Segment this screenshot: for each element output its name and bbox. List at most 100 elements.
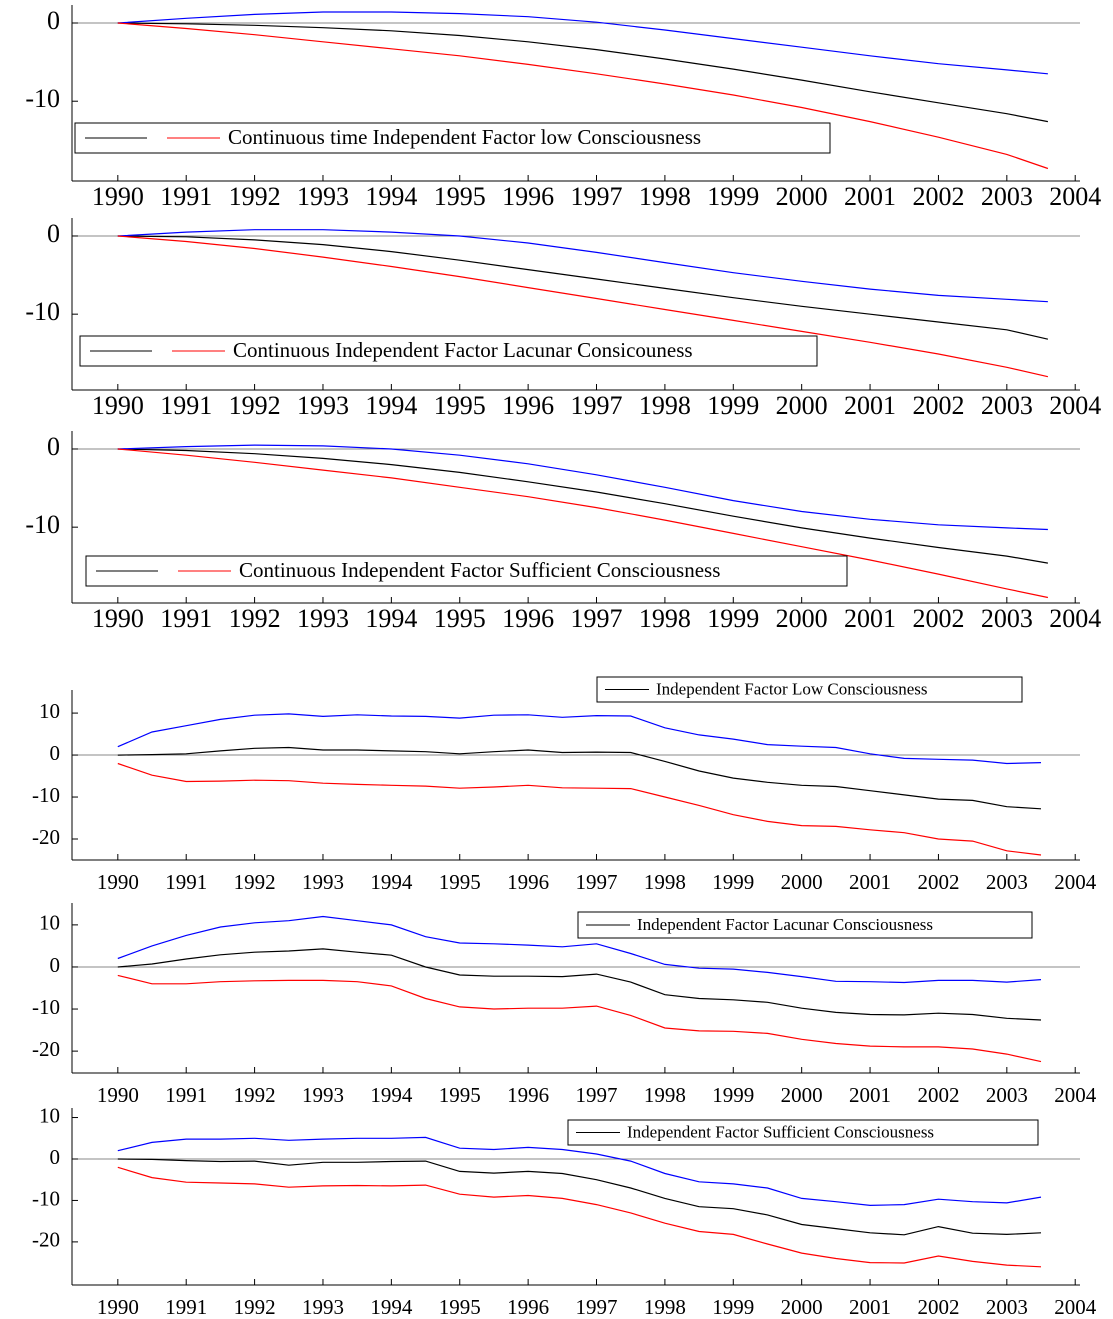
legend: Continuous time Independent Factor low C… (74, 122, 831, 154)
x-tick-label: 1991 (160, 182, 212, 211)
x-tick-label: 1990 (97, 870, 139, 894)
legend: Independent Factor Lacunar Consciousness (577, 911, 1033, 939)
legend-label: Continuous Independent Factor Sufficient… (239, 558, 720, 582)
x-tick-label: 1996 (502, 391, 554, 420)
x-tick-label: 2001 (849, 870, 891, 894)
x-tick-label: 2002 (917, 1083, 959, 1107)
x-tick-label: 1992 (234, 1083, 276, 1107)
x-tick-label: 2004 (1049, 604, 1101, 633)
series-line (117, 235, 1049, 378)
x-tick-label: 1995 (434, 391, 486, 420)
series-line (117, 746, 1042, 810)
x-tick-label: 2001 (844, 604, 896, 633)
x-tick-label: 1996 (502, 604, 554, 633)
x-tick-label: 1997 (576, 1295, 618, 1319)
panel: -10 0 1990 1991 1992 1993 1994 1995 1996 1997 1998… (25, 218, 1101, 420)
x-tick-label: 1991 (160, 391, 212, 420)
y-tick-label: -20 (32, 825, 60, 849)
legend-box (596, 676, 1023, 703)
x-tick-label: 2004 (1054, 1295, 1097, 1319)
x-tick-label: 2001 (849, 1295, 891, 1319)
x-tick-label: 1995 (434, 604, 486, 633)
series-line (117, 948, 1042, 1021)
x-tick-label: 2004 (1054, 1083, 1097, 1107)
x-tick-label: 1993 (302, 1295, 344, 1319)
x-tick-label: 1993 (297, 391, 349, 420)
x-tick-label: 2001 (844, 391, 896, 420)
x-tick-label: 1995 (434, 182, 486, 211)
y-tick-label: -10 (32, 995, 60, 1019)
series-line (117, 448, 1049, 599)
legend-label: Independent Factor Sufficient Consciousn… (627, 1122, 934, 1141)
x-tick-label: 2002 (912, 604, 964, 633)
y-tick-label: 10 (39, 699, 60, 723)
x-tick-label: 1997 (571, 604, 623, 633)
series-line (117, 762, 1042, 856)
y-tick-label: -10 (25, 84, 60, 113)
x-tick-label: 1994 (365, 182, 417, 211)
x-tick-label: 1994 (365, 391, 417, 420)
x-tick-label: 1997 (576, 870, 618, 894)
x-tick-label: 2000 (776, 182, 828, 211)
y-tick-label: -20 (32, 1228, 60, 1252)
x-tick-label: 1991 (165, 870, 207, 894)
series-line (117, 1136, 1042, 1207)
x-tick-label: 2000 (776, 604, 828, 633)
x-tick-label: 1995 (439, 1295, 481, 1319)
legend: Continuous Independent Factor Sufficient… (85, 555, 848, 587)
x-tick-label: 2003 (981, 182, 1033, 211)
legend-label: Independent Factor Lacunar Consciousness (637, 915, 933, 934)
panel: -20 -10 0 10 1990 1991 1992 1993 1994 1995 1996 199… (32, 1103, 1097, 1318)
x-tick-label: 2004 (1049, 182, 1101, 211)
x-tick-label: 2002 (912, 182, 964, 211)
x-tick-label: 1995 (439, 1083, 481, 1107)
y-tick-label: -10 (25, 510, 60, 539)
legend-label: Continuous time Independent Factor low C… (228, 125, 701, 149)
series-line (117, 11, 1048, 75)
x-tick-label: 2000 (781, 1083, 823, 1107)
series-line (117, 22, 1049, 170)
y-tick-label: 0 (47, 219, 60, 248)
legend-label: Independent Factor Low Consciousness (656, 679, 927, 698)
x-tick-label: 2002 (917, 870, 959, 894)
x-tick-label: 1998 (639, 391, 691, 420)
x-tick-label: 1990 (97, 1295, 139, 1319)
x-tick-label: 1996 (507, 870, 549, 894)
x-tick-label: 1991 (165, 1295, 207, 1319)
x-tick-label: 1994 (370, 870, 413, 894)
x-tick-label: 2004 (1054, 870, 1097, 894)
x-tick-label: 1992 (234, 1295, 276, 1319)
y-tick-label: 10 (39, 1103, 60, 1127)
x-tick-label: 1996 (507, 1083, 549, 1107)
x-tick-label: 2003 (981, 391, 1033, 420)
x-tick-label: 1993 (302, 870, 344, 894)
series-line (117, 448, 1049, 564)
x-tick-label: 2003 (986, 1083, 1028, 1107)
y-tick-label: 0 (50, 953, 61, 977)
x-tick-label: 1990 (97, 1083, 139, 1107)
x-tick-label: 1993 (297, 604, 349, 633)
x-tick-label: 1994 (370, 1295, 413, 1319)
x-tick-label: 1996 (502, 182, 554, 211)
x-tick-label: 1990 (92, 182, 144, 211)
series-line (117, 444, 1048, 531)
x-tick-label: 1998 (639, 182, 691, 211)
series-line (117, 1166, 1042, 1268)
x-tick-label: 2001 (849, 1083, 891, 1107)
x-tick-label: 1991 (160, 604, 212, 633)
x-tick-label: 1995 (439, 870, 481, 894)
x-tick-label: 1997 (571, 391, 623, 420)
series-line (117, 915, 1042, 984)
y-tick-label: -10 (32, 1186, 60, 1210)
x-tick-label: 1997 (576, 1083, 618, 1107)
legend-box (577, 911, 1033, 939)
x-tick-label: 1993 (302, 1083, 344, 1107)
series-line (117, 22, 1049, 123)
x-tick-label: 1990 (92, 391, 144, 420)
y-tick-label: -10 (32, 783, 60, 807)
x-tick-label: 1999 (707, 182, 759, 211)
x-tick-label: 2000 (781, 1295, 823, 1319)
x-tick-label: 1994 (365, 604, 417, 633)
x-tick-label: 2004 (1049, 391, 1101, 420)
